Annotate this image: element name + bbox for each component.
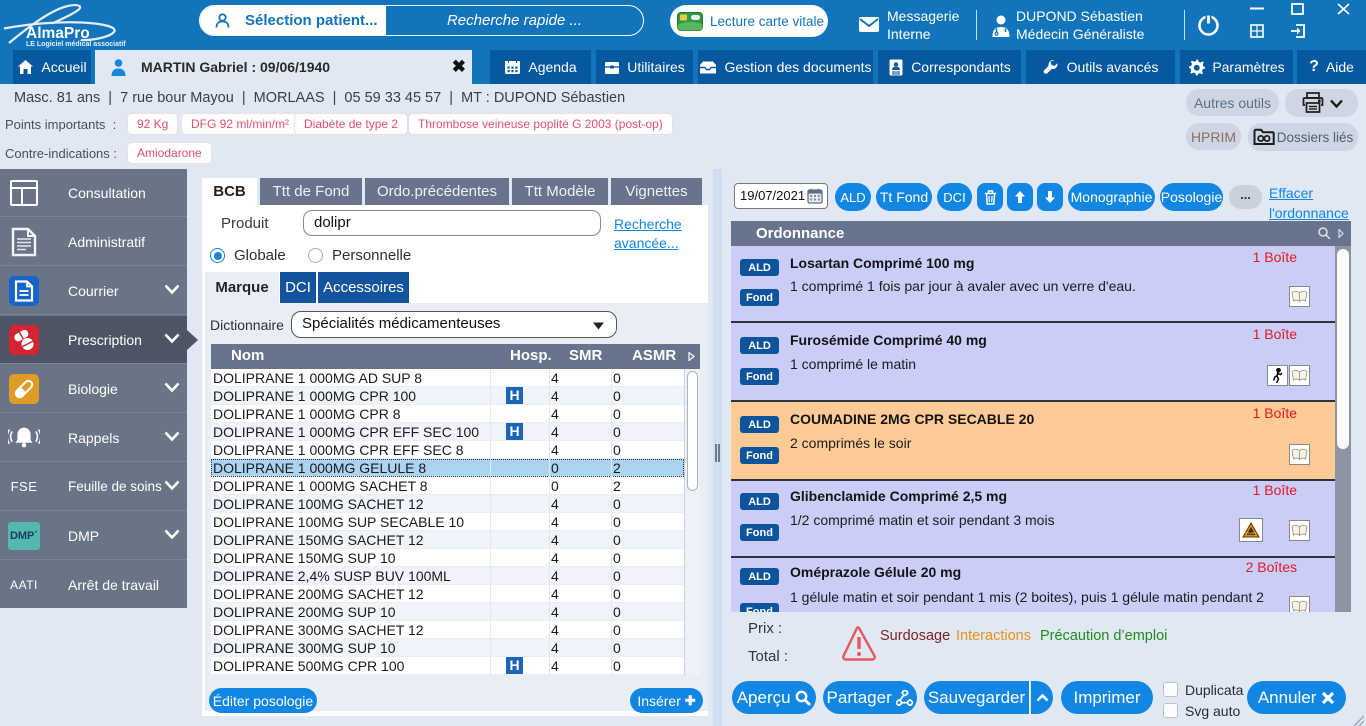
svg-text:VWAY: VWAY — [1245, 531, 1257, 536]
svg-text:AlmaPro: AlmaPro — [26, 25, 90, 42]
svg-text:LE Logiciel médical associatif: LE Logiciel médical associatif — [26, 41, 126, 48]
